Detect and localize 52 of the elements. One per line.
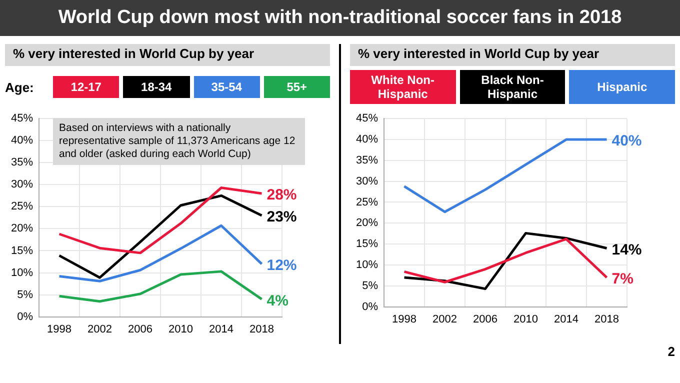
y-tick-label: 35% (356, 154, 378, 166)
y-tick-label: 0% (17, 310, 34, 323)
x-tick-label: 1998 (47, 323, 72, 336)
y-tick-label: 25% (356, 196, 378, 208)
y-tick-label: 30% (356, 175, 378, 188)
text: 2 (668, 344, 675, 359)
text: 55+ (264, 76, 330, 98)
y-tick-label: 40% (356, 134, 378, 146)
x-tick-label: 2002 (88, 323, 112, 336)
x-tick-label: 2006 (473, 313, 498, 326)
y-tick-label: 40% (10, 134, 34, 147)
text: 35-54 (194, 76, 260, 98)
y-tick-label: 10% (10, 266, 34, 279)
x-tick-label: 2006 (128, 323, 152, 336)
text: 18-34 (123, 76, 190, 98)
y-tick-label: 35% (10, 156, 34, 169)
x-tick-label: 1998 (392, 313, 417, 326)
y-tick-label: 20% (10, 222, 34, 235)
data-label: 40% (612, 132, 642, 150)
data-label: 4% (266, 292, 288, 310)
x-tick-label: 2014 (209, 323, 234, 336)
chart-subtitle: % very interested in World Cup by year (5, 44, 330, 66)
y-tick-label: 15% (356, 238, 378, 250)
y-tick-label: 45% (10, 112, 34, 125)
y-tick-label: 20% (356, 217, 378, 230)
y-tick-label: 45% (356, 112, 378, 125)
y-tick-label: 25% (10, 200, 34, 213)
x-tick-label: 2002 (432, 313, 458, 326)
y-tick-label: 5% (17, 288, 34, 301)
text: Black Non-Hispanic (460, 70, 566, 104)
y-tick-label: 15% (10, 244, 34, 257)
x-tick-label: 2018 (594, 313, 619, 326)
y-tick-label: 0% (362, 300, 378, 313)
text: Hispanic (569, 70, 676, 104)
x-tick-label: 2010 (514, 313, 538, 326)
data-label: 14% (612, 241, 642, 258)
y-tick-label: 5% (362, 280, 378, 292)
x-tick-label: 2018 (250, 323, 274, 336)
legend-title: Age: (5, 80, 35, 94)
y-tick-label: 10% (356, 259, 378, 272)
x-tick-label: 2010 (168, 323, 193, 336)
data-label: 23% (266, 208, 297, 226)
x-tick-label: 2014 (554, 313, 578, 326)
annotation: Based on interviews with a nationally representative sample of 11,373 Americans age 12 and older (asked during each World Cup) (59, 122, 296, 161)
text: World Cup down most with non-traditional soccer fans in 2018 (0, 0, 680, 36)
y-tick-label: 30% (10, 178, 34, 191)
text: 12-17 (53, 76, 120, 98)
data-label: 7% (612, 270, 634, 288)
text: White Non-Hispanic (350, 70, 456, 104)
chart-subtitle: % very interested in World Cup by year (350, 44, 675, 66)
data-label: 12% (266, 257, 297, 274)
data-label: 28% (266, 186, 297, 204)
